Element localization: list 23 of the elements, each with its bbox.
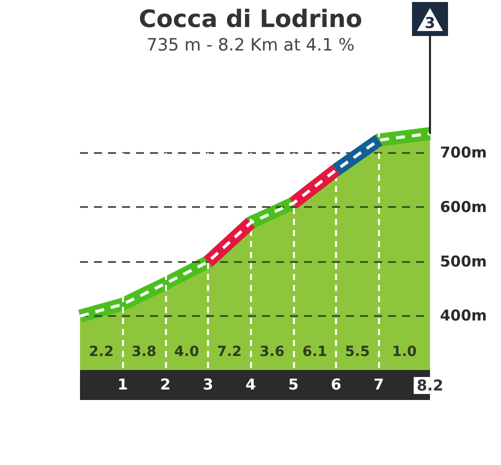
x-tick-label: 8.2 [416, 376, 444, 394]
y-tick-label: 700m [440, 144, 487, 162]
annotation: 4.0 [174, 344, 200, 360]
x-tick-label: 7 [374, 376, 384, 394]
annotation: 3.6 [260, 344, 284, 360]
x-tick-label: 6 [330, 376, 342, 394]
chart-title: Cocca di Lodrino [138, 5, 362, 33]
x-tick-label: 4 [246, 376, 256, 394]
annotation: 3.8 [132, 344, 156, 360]
x-tick-label: 3 [202, 376, 214, 394]
annotation: 2.2 [88, 344, 114, 360]
x-tick-label: 5 [288, 376, 299, 394]
summit-sign: 3 [412, 2, 448, 36]
x-tick-label: 2 [160, 376, 171, 394]
y-tick-label: 600m [440, 198, 487, 216]
x-tick-label: 1 [117, 376, 128, 394]
y-tick-label: 400m [440, 306, 487, 325]
annotation: 7.2 [216, 344, 242, 360]
annotation: 1.0 [392, 344, 418, 360]
y-tick-label: 500m [440, 252, 487, 270]
chart-subtitle: 735 m - 8.2 Km at 4.1 % [146, 36, 354, 56]
annotation: 5.5 [345, 344, 370, 360]
annotation: 6.1 [302, 344, 328, 360]
